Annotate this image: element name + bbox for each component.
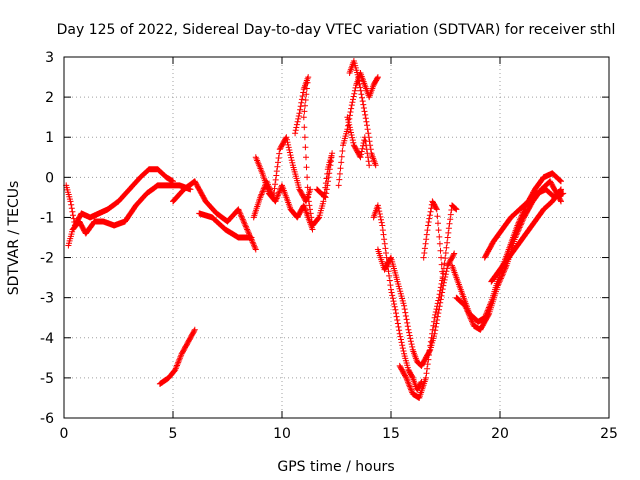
y-tick-label: -1	[40, 210, 54, 226]
plot-frame	[63, 56, 610, 419]
chart-title: Day 125 of 2022, Sidereal Day-to-day VTE…	[57, 22, 616, 38]
x-tick-label: 0	[60, 426, 69, 442]
x-axis-label: GPS time / hours	[277, 459, 394, 475]
y-tick-label: -2	[40, 251, 54, 267]
y-axis-label: SDTVAR / TECUs	[6, 181, 22, 296]
grid	[64, 57, 609, 418]
x-tick-label: 25	[600, 426, 618, 442]
data-markers	[63, 58, 567, 401]
x-tick-label: 15	[382, 426, 400, 442]
y-tick-label: 0	[45, 170, 54, 186]
x-tick-label: 5	[169, 426, 178, 442]
y-tick-label: -3	[40, 291, 54, 307]
axis-ticks: 0 5 10 15 20 25 -6 -5 -4 -3 -2 -1 0 1 2 3	[40, 50, 618, 442]
y-tick-label: -6	[40, 411, 54, 427]
y-tick-label: 2	[45, 90, 54, 106]
y-tick-label: 1	[45, 130, 54, 146]
y-tick-label: -4	[40, 331, 54, 347]
sdtvar-points	[63, 58, 567, 401]
y-tick-label: -5	[40, 371, 54, 387]
x-tick-label: 20	[491, 426, 509, 442]
y-tick-label: 3	[45, 50, 54, 66]
x-tick-label: 10	[273, 426, 291, 442]
